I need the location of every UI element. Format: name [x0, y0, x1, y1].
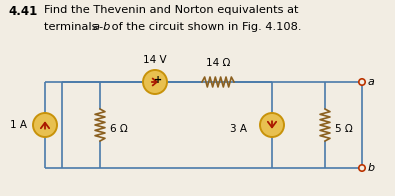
- Circle shape: [33, 113, 57, 137]
- Circle shape: [143, 70, 167, 94]
- Text: of the circuit shown in Fig. 4.108.: of the circuit shown in Fig. 4.108.: [108, 22, 301, 32]
- Text: 14 V: 14 V: [143, 55, 167, 65]
- Circle shape: [260, 113, 284, 137]
- Text: 3 A: 3 A: [230, 124, 247, 134]
- Text: 5 Ω: 5 Ω: [335, 124, 353, 134]
- Text: 1 A: 1 A: [10, 120, 27, 130]
- Circle shape: [359, 165, 365, 171]
- Text: 4.41: 4.41: [8, 5, 37, 18]
- Circle shape: [359, 79, 365, 85]
- Text: b: b: [368, 163, 375, 173]
- Text: +: +: [154, 75, 162, 85]
- Text: a: a: [368, 77, 375, 87]
- Text: terminals: terminals: [44, 22, 101, 32]
- Text: a-b: a-b: [93, 22, 111, 32]
- Text: Find the Thevenin and Norton equivalents at: Find the Thevenin and Norton equivalents…: [44, 5, 299, 15]
- Text: 6 Ω: 6 Ω: [110, 124, 128, 134]
- Text: 14 Ω: 14 Ω: [206, 58, 230, 68]
